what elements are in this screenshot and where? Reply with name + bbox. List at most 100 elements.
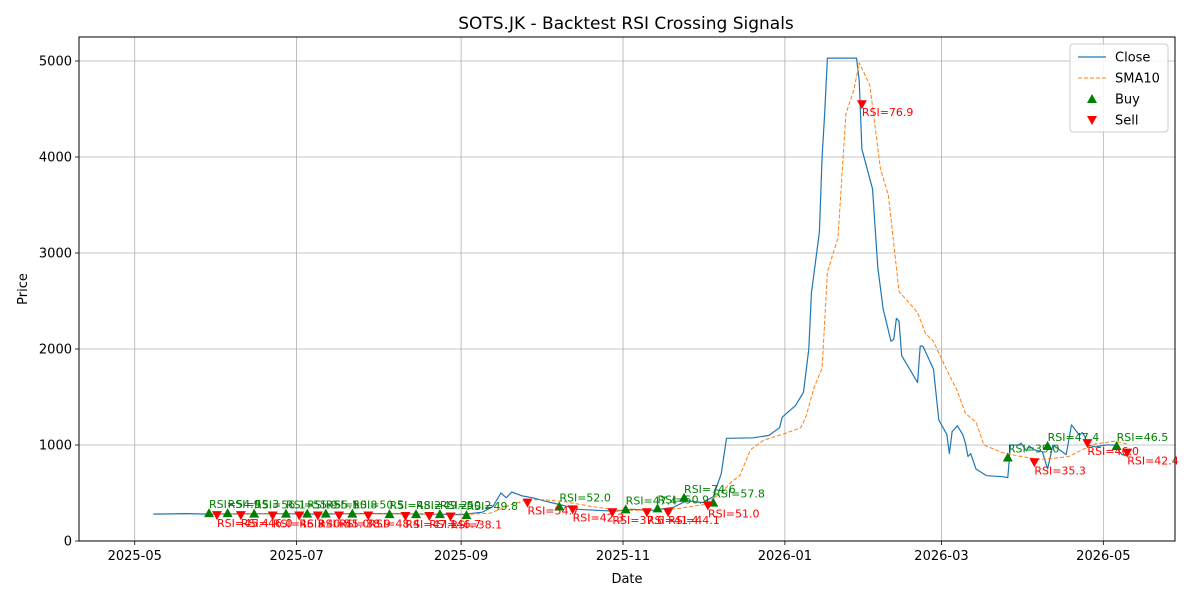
sell-marker bbox=[211, 511, 222, 521]
buy-label: RSI=56.1 bbox=[254, 499, 306, 512]
sell-label: RSI=42.4 bbox=[1127, 455, 1179, 468]
buy-label: RSI=55.9 bbox=[286, 499, 338, 512]
sell-marker bbox=[294, 511, 305, 521]
sell-marker bbox=[424, 512, 435, 522]
sell-label: RSI=40.5 bbox=[299, 518, 351, 531]
sell-label: RSI=35.3 bbox=[1034, 464, 1086, 477]
buy-label: RSI=47.4 bbox=[1048, 431, 1100, 444]
x-tick-label: 2025-09 bbox=[434, 549, 488, 564]
sell-label: RSI=41.4 bbox=[647, 514, 699, 527]
x-tick-label: 2025-05 bbox=[108, 549, 162, 564]
buy-label: RSI=47.4 bbox=[626, 494, 678, 507]
series-line-close bbox=[153, 57, 1128, 516]
y-tick-label: 4000 bbox=[39, 151, 72, 166]
sell-marker bbox=[334, 511, 345, 521]
x-tick-label: 2026-01 bbox=[758, 549, 812, 564]
sell-label: RSI=45.0 bbox=[318, 518, 370, 531]
legend-label-sell: Sell bbox=[1115, 114, 1138, 129]
y-axis-label: Price bbox=[16, 273, 31, 305]
sell-label: RSI=47.1 bbox=[405, 518, 457, 531]
signal-markers: RSI=54.9RSI=55.3RSI=56.1RSI=55.9RSI=55.1… bbox=[204, 100, 1179, 532]
sell-label: RSI=37.6 bbox=[612, 514, 664, 527]
sell-marker bbox=[702, 501, 713, 511]
y-tick-label: 0 bbox=[64, 535, 72, 550]
buy-label: RSI=50.8 bbox=[326, 499, 378, 512]
buy-label: RSI=48.2 bbox=[389, 499, 441, 512]
buy-label: RSI=54.9 bbox=[209, 498, 261, 511]
buy-label: RSI=49.2 bbox=[416, 499, 468, 512]
sell-label: RSI=48.4 bbox=[368, 518, 420, 531]
buy-marker bbox=[347, 508, 358, 518]
x-tick-label: 2026-05 bbox=[1076, 549, 1130, 564]
sell-marker bbox=[400, 512, 411, 522]
buy-label: RSI=46.5 bbox=[1117, 431, 1169, 444]
buy-marker bbox=[249, 508, 260, 518]
buy-label: RSI=50.5 bbox=[352, 499, 404, 512]
sell-marker bbox=[663, 508, 674, 518]
legend-label-buy: Buy bbox=[1115, 93, 1140, 108]
chart-title: SOTS.JK - Backtest RSI Crossing Signals bbox=[458, 14, 794, 34]
legend-label-sma: SMA10 bbox=[1115, 72, 1160, 87]
sell-label: RSI=51.0 bbox=[708, 507, 760, 520]
buy-label: RSI=57.8 bbox=[713, 488, 765, 501]
sell-label: RSI=54.7 bbox=[527, 505, 579, 518]
sell-marker bbox=[1082, 439, 1093, 449]
legend-box bbox=[1069, 43, 1169, 133]
sell-label: RSI=46.0 bbox=[241, 517, 293, 530]
buy-marker bbox=[222, 508, 233, 518]
buy-label: RSI=55.3 bbox=[228, 498, 280, 511]
y-tick-label: 2000 bbox=[39, 343, 72, 358]
buy-label: RSI=74.6 bbox=[684, 483, 736, 496]
grid-lines bbox=[79, 37, 1175, 542]
x-tick-label: 2025-07 bbox=[269, 549, 323, 564]
sell-label: RSI=44.1 bbox=[668, 514, 720, 527]
buy-marker bbox=[620, 504, 631, 514]
legend-swatch-buy bbox=[1087, 94, 1097, 103]
sell-marker bbox=[1029, 458, 1040, 468]
x-axis-label: Date bbox=[611, 572, 642, 587]
plot-frame bbox=[78, 36, 1176, 542]
plot-area bbox=[153, 57, 1128, 516]
buy-marker bbox=[1002, 452, 1013, 462]
sell-label: RSI=46.3 bbox=[273, 518, 325, 531]
buy-marker bbox=[434, 509, 445, 519]
buy-label: RSI=55.1 bbox=[307, 499, 359, 512]
buy-marker bbox=[384, 509, 395, 519]
buy-marker bbox=[302, 508, 313, 518]
sell-label: RSI=38.9 bbox=[339, 518, 391, 531]
buy-marker bbox=[1111, 440, 1122, 450]
x-tick-label: 2026-03 bbox=[914, 549, 968, 564]
sell-marker bbox=[567, 505, 578, 515]
sell-marker bbox=[235, 511, 246, 521]
sell-label: RSI=46.7 bbox=[429, 518, 481, 531]
sell-marker bbox=[312, 511, 323, 521]
sell-marker bbox=[363, 511, 374, 521]
sell-marker bbox=[607, 508, 618, 518]
buy-marker bbox=[461, 510, 472, 520]
buy-marker bbox=[411, 509, 422, 519]
buy-marker bbox=[679, 492, 690, 502]
buy-marker bbox=[554, 501, 565, 511]
series-line-sma10 bbox=[206, 62, 1128, 515]
buy-label: RSI=49.8 bbox=[466, 500, 518, 513]
sell-marker bbox=[267, 511, 278, 521]
buy-marker bbox=[320, 508, 331, 518]
buy-marker bbox=[1042, 440, 1053, 450]
legend-swatch-sell bbox=[1087, 116, 1097, 125]
sell-label: RSI=45.4 bbox=[217, 517, 269, 530]
buy-marker bbox=[652, 503, 663, 513]
axis-ticks: 0 1000 2000 3000 4000 5000 2025-05 2025-07 2025-… bbox=[39, 55, 1131, 565]
buy-marker bbox=[280, 508, 291, 518]
x-tick-label: 2025-11 bbox=[596, 549, 650, 564]
sell-marker bbox=[1122, 448, 1133, 458]
buy-marker bbox=[204, 508, 215, 518]
sell-marker bbox=[522, 498, 533, 508]
sell-label: RSI=76.9 bbox=[862, 106, 914, 119]
buy-label: RSI=50.2 bbox=[440, 499, 492, 512]
y-tick-label: 3000 bbox=[39, 247, 72, 262]
y-tick-label: 5000 bbox=[39, 55, 72, 70]
legend-label-close: Close bbox=[1115, 51, 1150, 66]
sell-marker bbox=[445, 512, 456, 522]
